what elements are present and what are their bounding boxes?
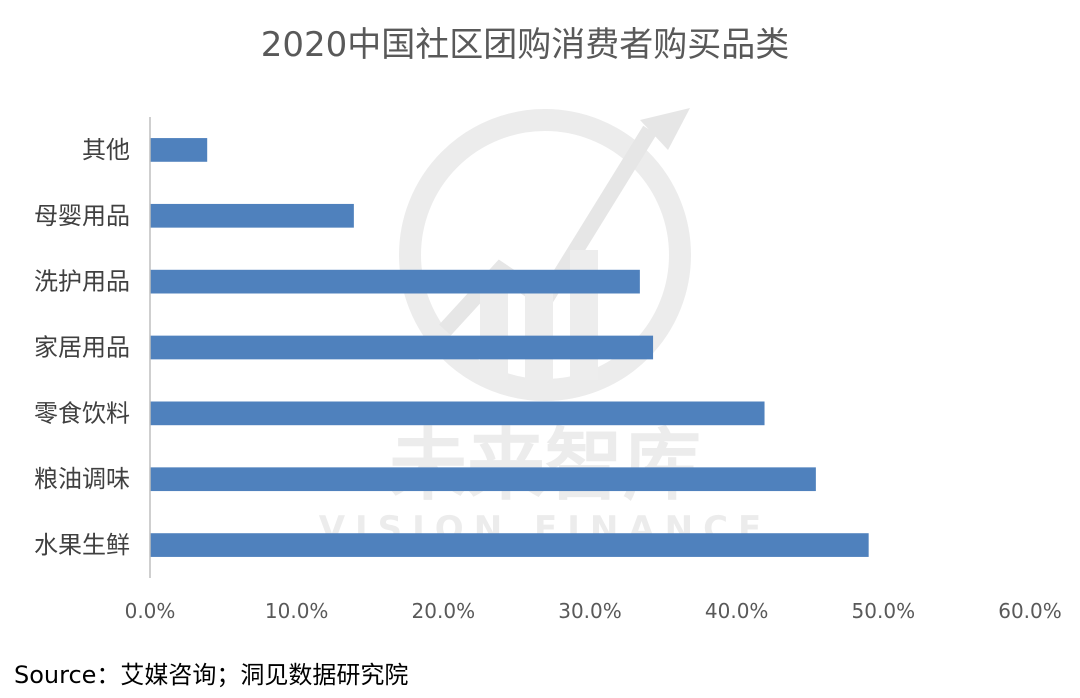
bars-group xyxy=(150,138,869,557)
category-label: 母婴用品 xyxy=(34,202,130,230)
x-tick-label: 30.0% xyxy=(558,599,622,623)
category-label: 粮油调味 xyxy=(34,465,130,493)
bar xyxy=(150,401,765,426)
category-label: 水果生鲜 xyxy=(34,531,130,559)
x-tick-label: 20.0% xyxy=(412,599,476,623)
x-tick-label: 0.0% xyxy=(125,599,176,623)
bar xyxy=(150,335,654,360)
category-label: 家居用品 xyxy=(34,334,130,362)
bar xyxy=(150,203,354,228)
bar xyxy=(150,138,208,162)
bar xyxy=(150,269,640,294)
category-labels-group: 水果生鲜 粮油调味 零食饮料 家居用品 洗护用品 母婴用品 其他 xyxy=(34,136,130,559)
x-tick-labels-group: 0.0% 10.0% 20.0% 30.0% 40.0% 50.0% 60.0% xyxy=(125,599,1062,623)
watermark-cn-text: 未来智库 xyxy=(389,421,701,511)
category-label: 零食饮料 xyxy=(34,399,130,427)
x-tick-label: 40.0% xyxy=(705,599,769,623)
x-tick-label: 10.0% xyxy=(265,599,329,623)
x-tick-label: 60.0% xyxy=(998,599,1062,623)
category-label: 洗护用品 xyxy=(34,268,130,296)
x-tick-label: 50.0% xyxy=(852,599,916,623)
source-text: Source：艾媒咨询；洞见数据研究院 xyxy=(14,661,409,689)
bar xyxy=(150,467,816,492)
chart-title: 2020中国社区团购消费者购买品类 xyxy=(261,25,790,65)
bar xyxy=(150,533,869,557)
category-label: 其他 xyxy=(82,136,130,164)
